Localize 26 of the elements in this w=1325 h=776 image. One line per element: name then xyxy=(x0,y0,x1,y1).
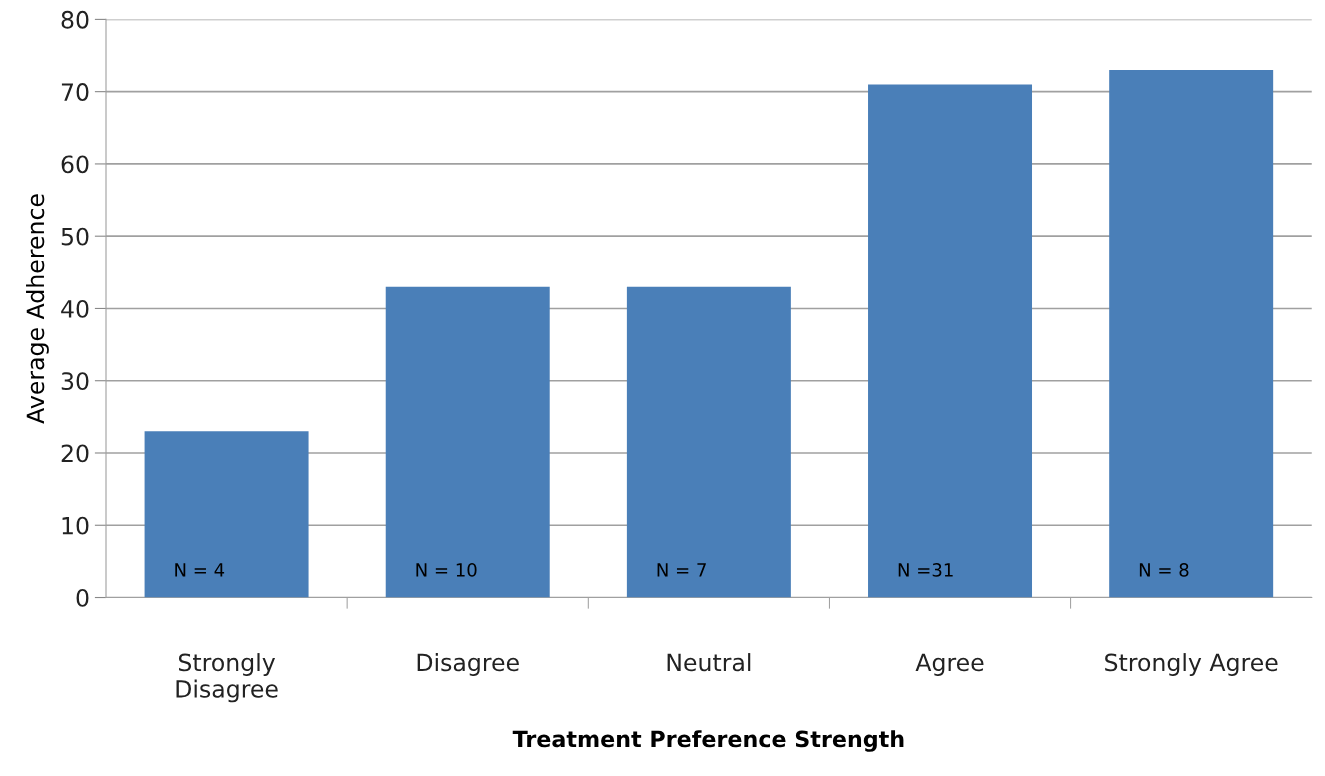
annotation: N = 8 xyxy=(1139,563,1189,577)
bar xyxy=(868,84,1033,598)
y-tick-label: 10 xyxy=(62,516,89,535)
x-tick-label: Strongly Agree xyxy=(1105,653,1278,676)
bar xyxy=(385,286,550,598)
annotation: N = 7 xyxy=(657,563,706,577)
y-tick-label: 0 xyxy=(76,588,89,607)
y-tick-label: 20 xyxy=(61,444,89,463)
x-tick-label: Strongly Disagree xyxy=(176,653,278,703)
y-tick-label: 80 xyxy=(61,10,89,29)
y-tick-label: 60 xyxy=(61,155,89,174)
y-tick-label: 30 xyxy=(61,372,89,391)
bar xyxy=(1109,69,1274,598)
x-axis-title: Treatment Preference Strength xyxy=(512,730,904,752)
bar xyxy=(626,286,791,598)
annotation: N = 4 xyxy=(175,563,225,577)
y-tick-label: 70 xyxy=(61,83,89,101)
y-tick-label: 50 xyxy=(61,227,89,246)
x-tick-label: Disagree xyxy=(417,653,519,676)
annotation: N =31 xyxy=(898,563,953,577)
x-tick-label: Neutral xyxy=(667,653,751,672)
y-axis-title: Average Adherence xyxy=(26,194,49,424)
y-tick-label: 40 xyxy=(61,299,89,318)
bar xyxy=(144,431,309,598)
annotation: N = 10 xyxy=(416,563,477,577)
x-tick-label: Agree xyxy=(915,653,984,676)
